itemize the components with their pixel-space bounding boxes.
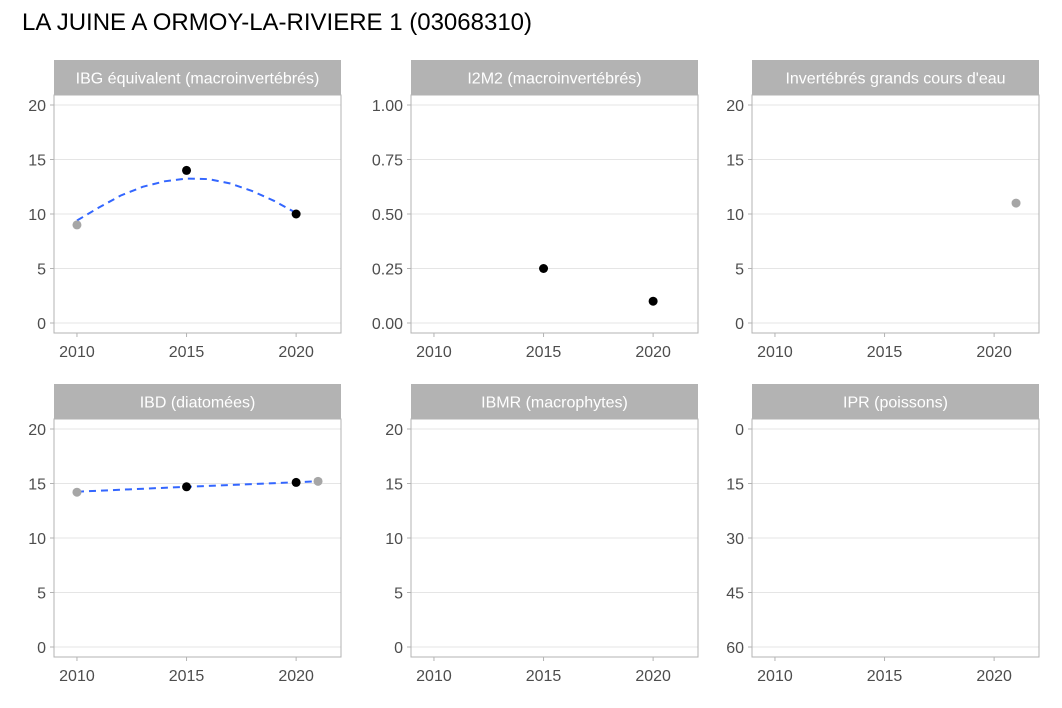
panel-frame: [53, 94, 342, 334]
y-tick-label: 5: [735, 262, 744, 279]
facet-title: IBMR (macrophytes): [481, 395, 628, 412]
y-tick-label: 45: [726, 586, 744, 603]
x-tick-label: 2020: [635, 344, 671, 361]
y-tick-label: 20: [726, 98, 744, 115]
y-tick-label: 0: [735, 422, 744, 439]
y-tick-label: 0: [37, 640, 46, 657]
x-tick-label: 2020: [278, 344, 314, 361]
x-tick-label: 2010: [757, 344, 793, 361]
x-tick-label: 2015: [526, 344, 562, 361]
data-point: [291, 477, 301, 487]
data-point: [72, 220, 82, 230]
y-tick-label: 0: [37, 316, 46, 333]
x-tick-label: 2010: [416, 344, 452, 361]
facet-strip: [411, 60, 698, 95]
y-tick-label: 5: [37, 262, 46, 279]
y-tick-label: 15: [726, 477, 744, 494]
data-point: [539, 264, 549, 273]
data-point: [313, 476, 323, 486]
facet-strip: [752, 60, 1039, 95]
y-tick-label: 20: [385, 422, 403, 439]
x-tick-label: 2010: [757, 668, 793, 685]
x-tick-label: 2020: [976, 344, 1012, 361]
x-tick-label: 2020: [278, 668, 314, 685]
x-tick-label: 2015: [526, 668, 562, 685]
data-point: [182, 165, 192, 175]
y-tick-label: 30: [726, 531, 744, 548]
x-tick-label: 2015: [867, 668, 903, 685]
y-tick-label: 20: [28, 98, 46, 115]
panel-frame: [410, 418, 699, 658]
facet-strip: [54, 60, 341, 95]
y-tick-label: 15: [726, 153, 744, 170]
facet-panel: IBMR (macrophytes) 0 5 10 15 20 2010 2015 2020: [385, 384, 699, 685]
facet-panels: IBG équivalent (macroinvertébrés) 0 5 10 15 2…: [28, 60, 1040, 685]
facet-title: IBG équivalent (macroinvertébrés): [76, 71, 320, 88]
y-tick-label: 1.00: [372, 98, 403, 115]
y-tick-label: 5: [394, 586, 403, 603]
panel-frame: [53, 418, 342, 658]
trend-line: [76, 177, 297, 222]
y-tick-label: 10: [28, 531, 46, 548]
y-tick-label: 0.50: [372, 207, 403, 224]
facet-title: Invertébrés grands cours d'eau: [785, 71, 1005, 88]
facet-panel: IBD (diatomées) 0 5 10 15 20 2010 2015 2020: [28, 384, 342, 685]
data-point: [72, 487, 82, 497]
data-point: [291, 209, 301, 219]
y-tick-label: 15: [385, 477, 403, 494]
y-tick-label: 0.00: [372, 316, 403, 333]
x-tick-label: 2010: [59, 344, 95, 361]
panel-frame: [410, 94, 699, 334]
y-tick-label: 20: [28, 422, 46, 439]
y-tick-label: 0: [735, 316, 744, 333]
y-tick-label: 15: [28, 477, 46, 494]
data-point: [1011, 198, 1021, 208]
y-tick-label: 10: [28, 207, 46, 224]
data-point: [182, 482, 192, 492]
facet-strip: [54, 384, 341, 419]
y-tick-label: 10: [726, 207, 744, 224]
x-tick-label: 2015: [169, 344, 205, 361]
panel-frame: [751, 418, 1040, 658]
y-tick-label: 60: [726, 640, 744, 657]
x-tick-label: 2010: [416, 668, 452, 685]
y-tick-label: 15: [28, 153, 46, 170]
facet-panel: I2M2 (macroinvertébrés) 0.00 0.25 0.50 0.75 1…: [372, 60, 699, 361]
y-tick-label: 0.75: [372, 153, 403, 170]
y-tick-label: 10: [385, 531, 403, 548]
y-tick-label: 0.25: [372, 262, 403, 279]
facet-strip: [411, 384, 698, 419]
y-tick-label: 0: [394, 640, 403, 657]
x-tick-label: 2020: [635, 668, 671, 685]
facet-panel: IPR (poissons) 0 15 30 45 60 2010 2015 2020: [726, 384, 1040, 685]
facet-title: IBD (diatomées): [140, 395, 256, 412]
facet-panel: IBG équivalent (macroinvertébrés) 0 5 10 15 2…: [28, 60, 342, 361]
facet-title: IPR (poissons): [843, 395, 948, 412]
chart-title: LA JUINE A ORMOY-LA-RIVIERE 1 (03068310): [22, 9, 532, 36]
facet-strip: [752, 384, 1039, 419]
x-tick-label: 2015: [169, 668, 205, 685]
trend-line: [76, 480, 319, 493]
x-tick-label: 2020: [976, 668, 1012, 685]
facet-panel: Invertébrés grands cours d'eau0510152020…: [726, 60, 1040, 361]
data-point: [648, 296, 658, 306]
x-tick-label: 2010: [59, 668, 95, 685]
y-tick-label: 5: [37, 586, 46, 603]
panel-frame: [751, 94, 1040, 334]
facet-title: I2M2 (macroinvertébrés): [467, 71, 641, 88]
x-tick-label: 2015: [867, 344, 903, 361]
